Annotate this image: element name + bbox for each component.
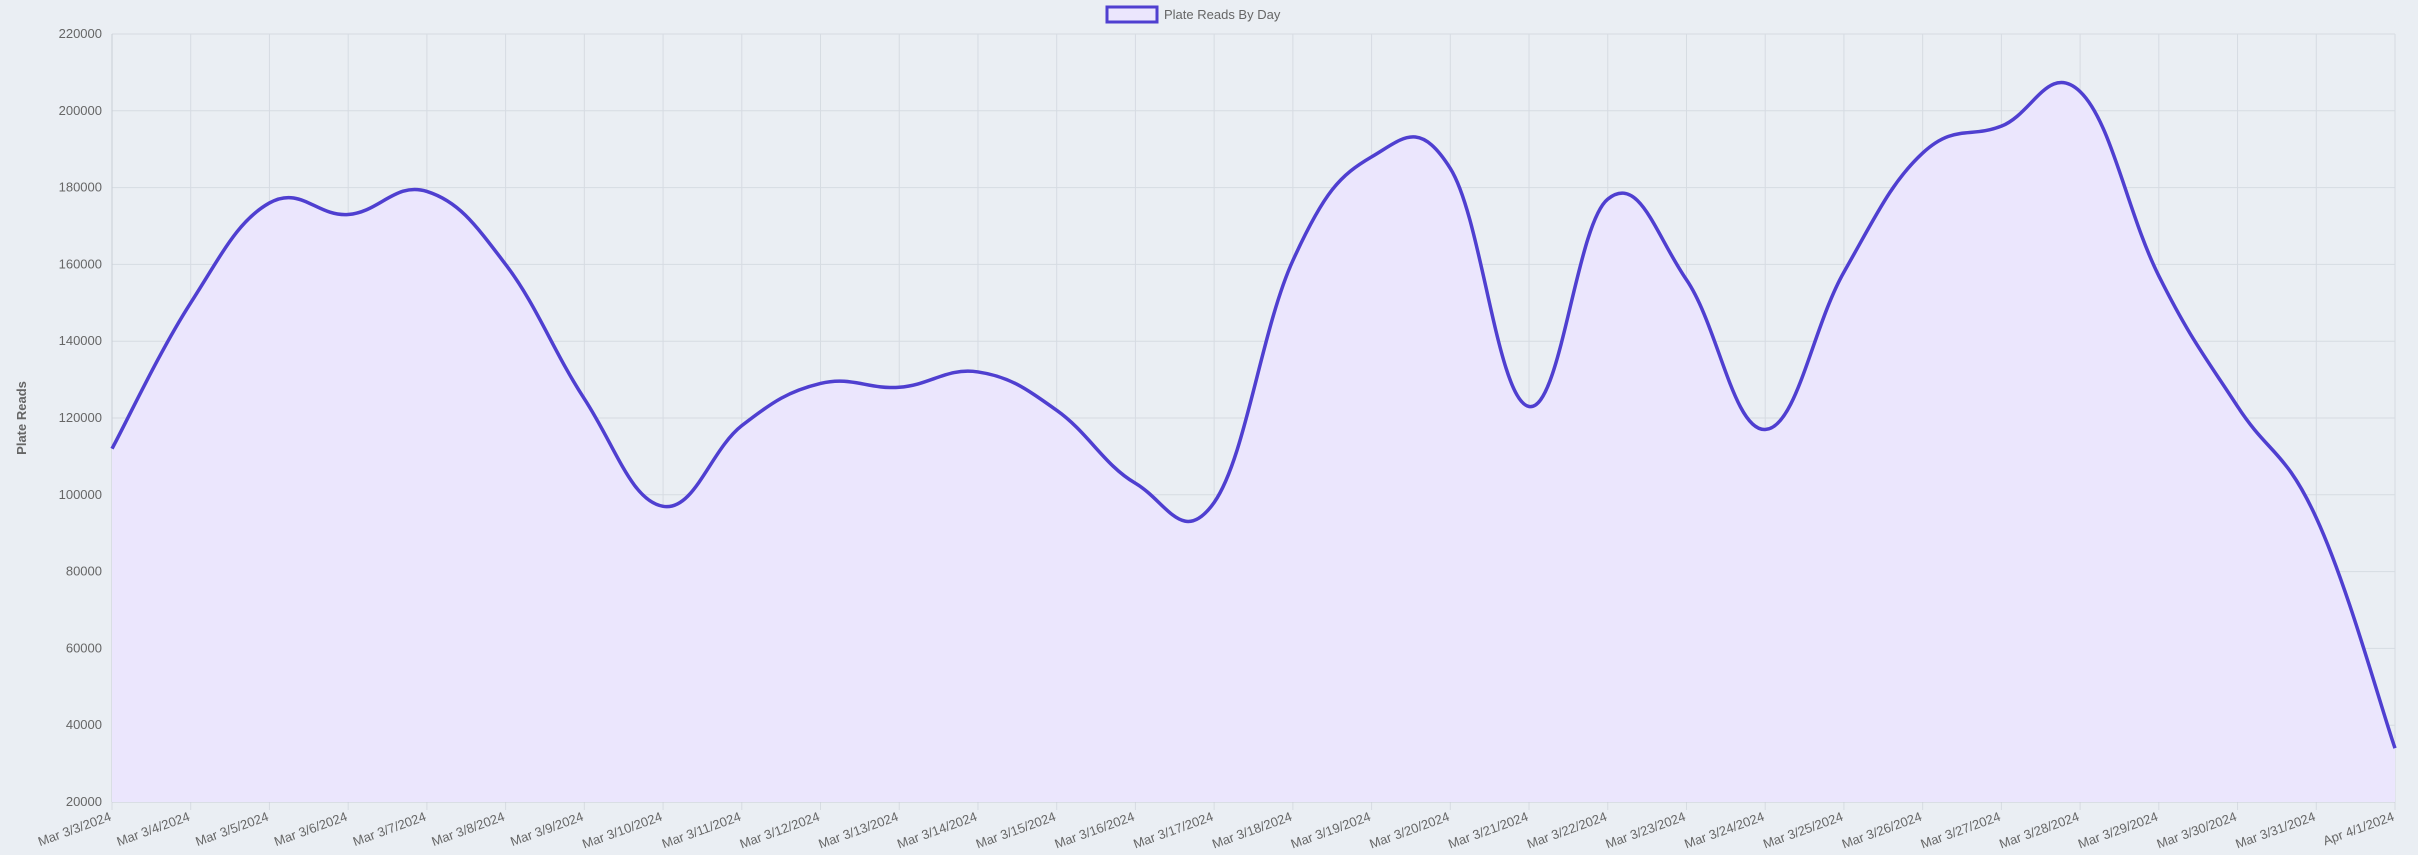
y-tick-label: 100000 <box>59 487 102 502</box>
y-tick-label: 180000 <box>59 180 102 195</box>
x-tick-label: Mar 3/12/2024 <box>738 809 822 852</box>
line <box>110 80 2397 749</box>
x-tick-label: Mar 3/19/2024 <box>1289 809 1373 852</box>
x-tick-label: Mar 3/9/2024 <box>508 809 585 849</box>
x-tick-label: Mar 3/7/2024 <box>351 809 428 849</box>
x-tick-label: Mar 3/24/2024 <box>1682 809 1766 852</box>
y-tick-label: 80000 <box>66 564 102 579</box>
x-tick-label: Mar 3/16/2024 <box>1053 809 1137 852</box>
y-tick-label: 160000 <box>59 256 102 271</box>
y-tick-label: 140000 <box>59 333 102 348</box>
x-tick-label: Mar 3/11/2024 <box>660 809 743 851</box>
x-tick-label: Mar 3/18/2024 <box>1210 809 1294 852</box>
x-tick-label: Mar 3/27/2024 <box>1918 809 2002 852</box>
x-tick-label: Mar 3/17/2024 <box>1131 809 1215 852</box>
x-tick-label: Mar 3/20/2024 <box>1367 809 1451 852</box>
area <box>112 82 2395 802</box>
legend-swatch <box>1105 5 1159 24</box>
x-tick-label: Mar 3/8/2024 <box>430 809 507 849</box>
y-axis-title: Plate Reads <box>14 381 29 455</box>
y-tick-label: 60000 <box>66 640 102 655</box>
x-tick-label: Mar 3/3/2024 <box>36 809 113 849</box>
x-tick-label: Mar 3/10/2024 <box>580 809 664 852</box>
y-tick-label: 20000 <box>66 794 102 809</box>
x-tick-label: Apr 4/1/2024 <box>2321 809 2396 849</box>
x-tick-label: Mar 3/6/2024 <box>272 809 349 849</box>
x-tick-label: Mar 3/14/2024 <box>895 809 979 852</box>
x-tick-label: Mar 3/31/2024 <box>2233 809 2317 852</box>
y-tick-label: 40000 <box>66 717 102 732</box>
x-tick-label: Mar 3/4/2024 <box>115 809 192 849</box>
x-tick-label: Mar 3/26/2024 <box>1840 809 1924 852</box>
y-tick-label: 200000 <box>59 103 102 118</box>
x-tick-label: Mar 3/29/2024 <box>2076 809 2160 852</box>
legend-label: Plate Reads By Day <box>1164 7 1281 22</box>
x-tick-label: Mar 3/25/2024 <box>1761 809 1845 852</box>
x-tick-label: Mar 3/23/2024 <box>1604 809 1688 852</box>
x-tick-label: Mar 3/5/2024 <box>193 809 270 849</box>
x-tick-label: Mar 3/22/2024 <box>1525 809 1609 852</box>
x-tick-label: Mar 3/15/2024 <box>974 809 1058 852</box>
x-tick-label: Mar 3/13/2024 <box>816 809 900 852</box>
x-tick-label: Mar 3/30/2024 <box>2155 809 2239 852</box>
x-tick-label: Mar 3/28/2024 <box>1997 809 2081 852</box>
y-tick-label: 220000 <box>59 26 102 41</box>
y-tick-label: 120000 <box>59 410 102 425</box>
x-tick-label: Mar 3/21/2024 <box>1446 809 1530 852</box>
